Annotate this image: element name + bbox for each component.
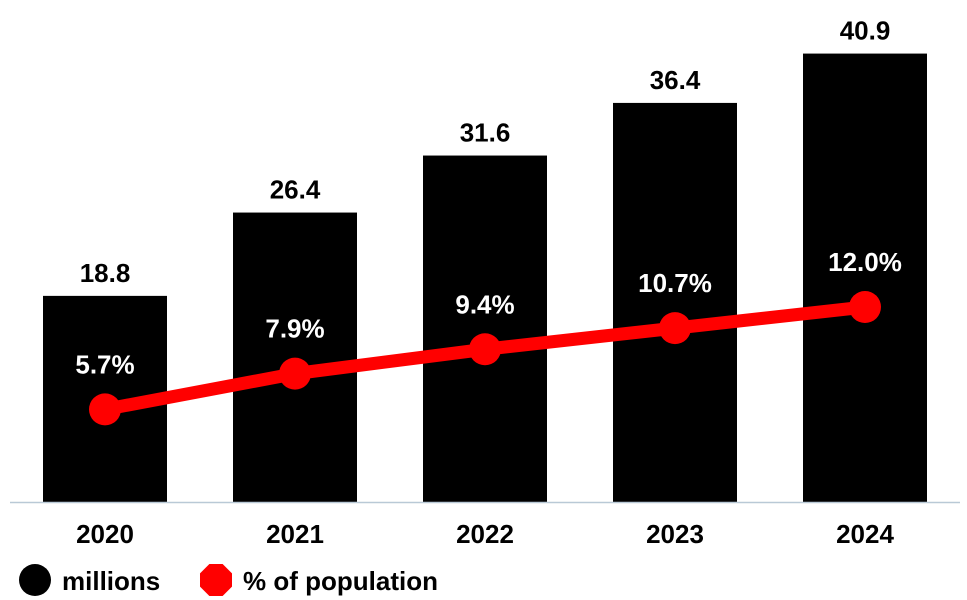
bar-series	[43, 53, 927, 503]
x-axis-tick-labels: 2020 2021 2022 2023 2024	[76, 519, 894, 549]
bar-2021	[233, 212, 357, 503]
line-label-2020: 5.7%	[75, 349, 134, 379]
legend: millions % of population	[19, 564, 438, 596]
x-tick-2022: 2022	[456, 519, 514, 549]
bar-label-2022: 31.6	[460, 118, 511, 148]
line-label-2021: 7.9%	[265, 314, 324, 344]
x-tick-2023: 2023	[646, 519, 704, 549]
bar-label-2020: 18.8	[80, 258, 131, 288]
line-label-2024: 12.0%	[828, 247, 902, 277]
legend-millions-marker	[19, 564, 51, 596]
x-tick-2020: 2020	[76, 519, 134, 549]
x-tick-2021: 2021	[266, 519, 324, 549]
bar-label-2024: 40.9	[840, 16, 891, 46]
line-label-2022: 9.4%	[455, 289, 514, 319]
bar-label-2023: 36.4	[650, 65, 701, 95]
line-label-2023: 10.7%	[638, 268, 712, 298]
legend-millions-label: millions	[62, 566, 160, 596]
bar-2024	[803, 53, 927, 503]
bar-2023	[613, 102, 737, 503]
line-series	[89, 291, 881, 426]
line-point-2023	[659, 312, 691, 345]
line-point-2020	[89, 393, 121, 426]
x-tick-2024: 2024	[836, 519, 894, 549]
line-value-labels: 5.7% 7.9% 9.4% 10.7% 12.0%	[75, 247, 902, 379]
legend-population-label: % of population	[243, 566, 438, 596]
line-point-2022	[469, 333, 501, 366]
bar-value-labels: 18.8 26.4 31.6 36.4 40.9	[80, 16, 891, 288]
bar-label-2021: 26.4	[270, 175, 321, 205]
legend-population-marker	[200, 564, 232, 596]
line-point-2021	[279, 357, 311, 390]
line-point-2024	[849, 291, 881, 323]
bar-2022	[423, 155, 547, 502]
